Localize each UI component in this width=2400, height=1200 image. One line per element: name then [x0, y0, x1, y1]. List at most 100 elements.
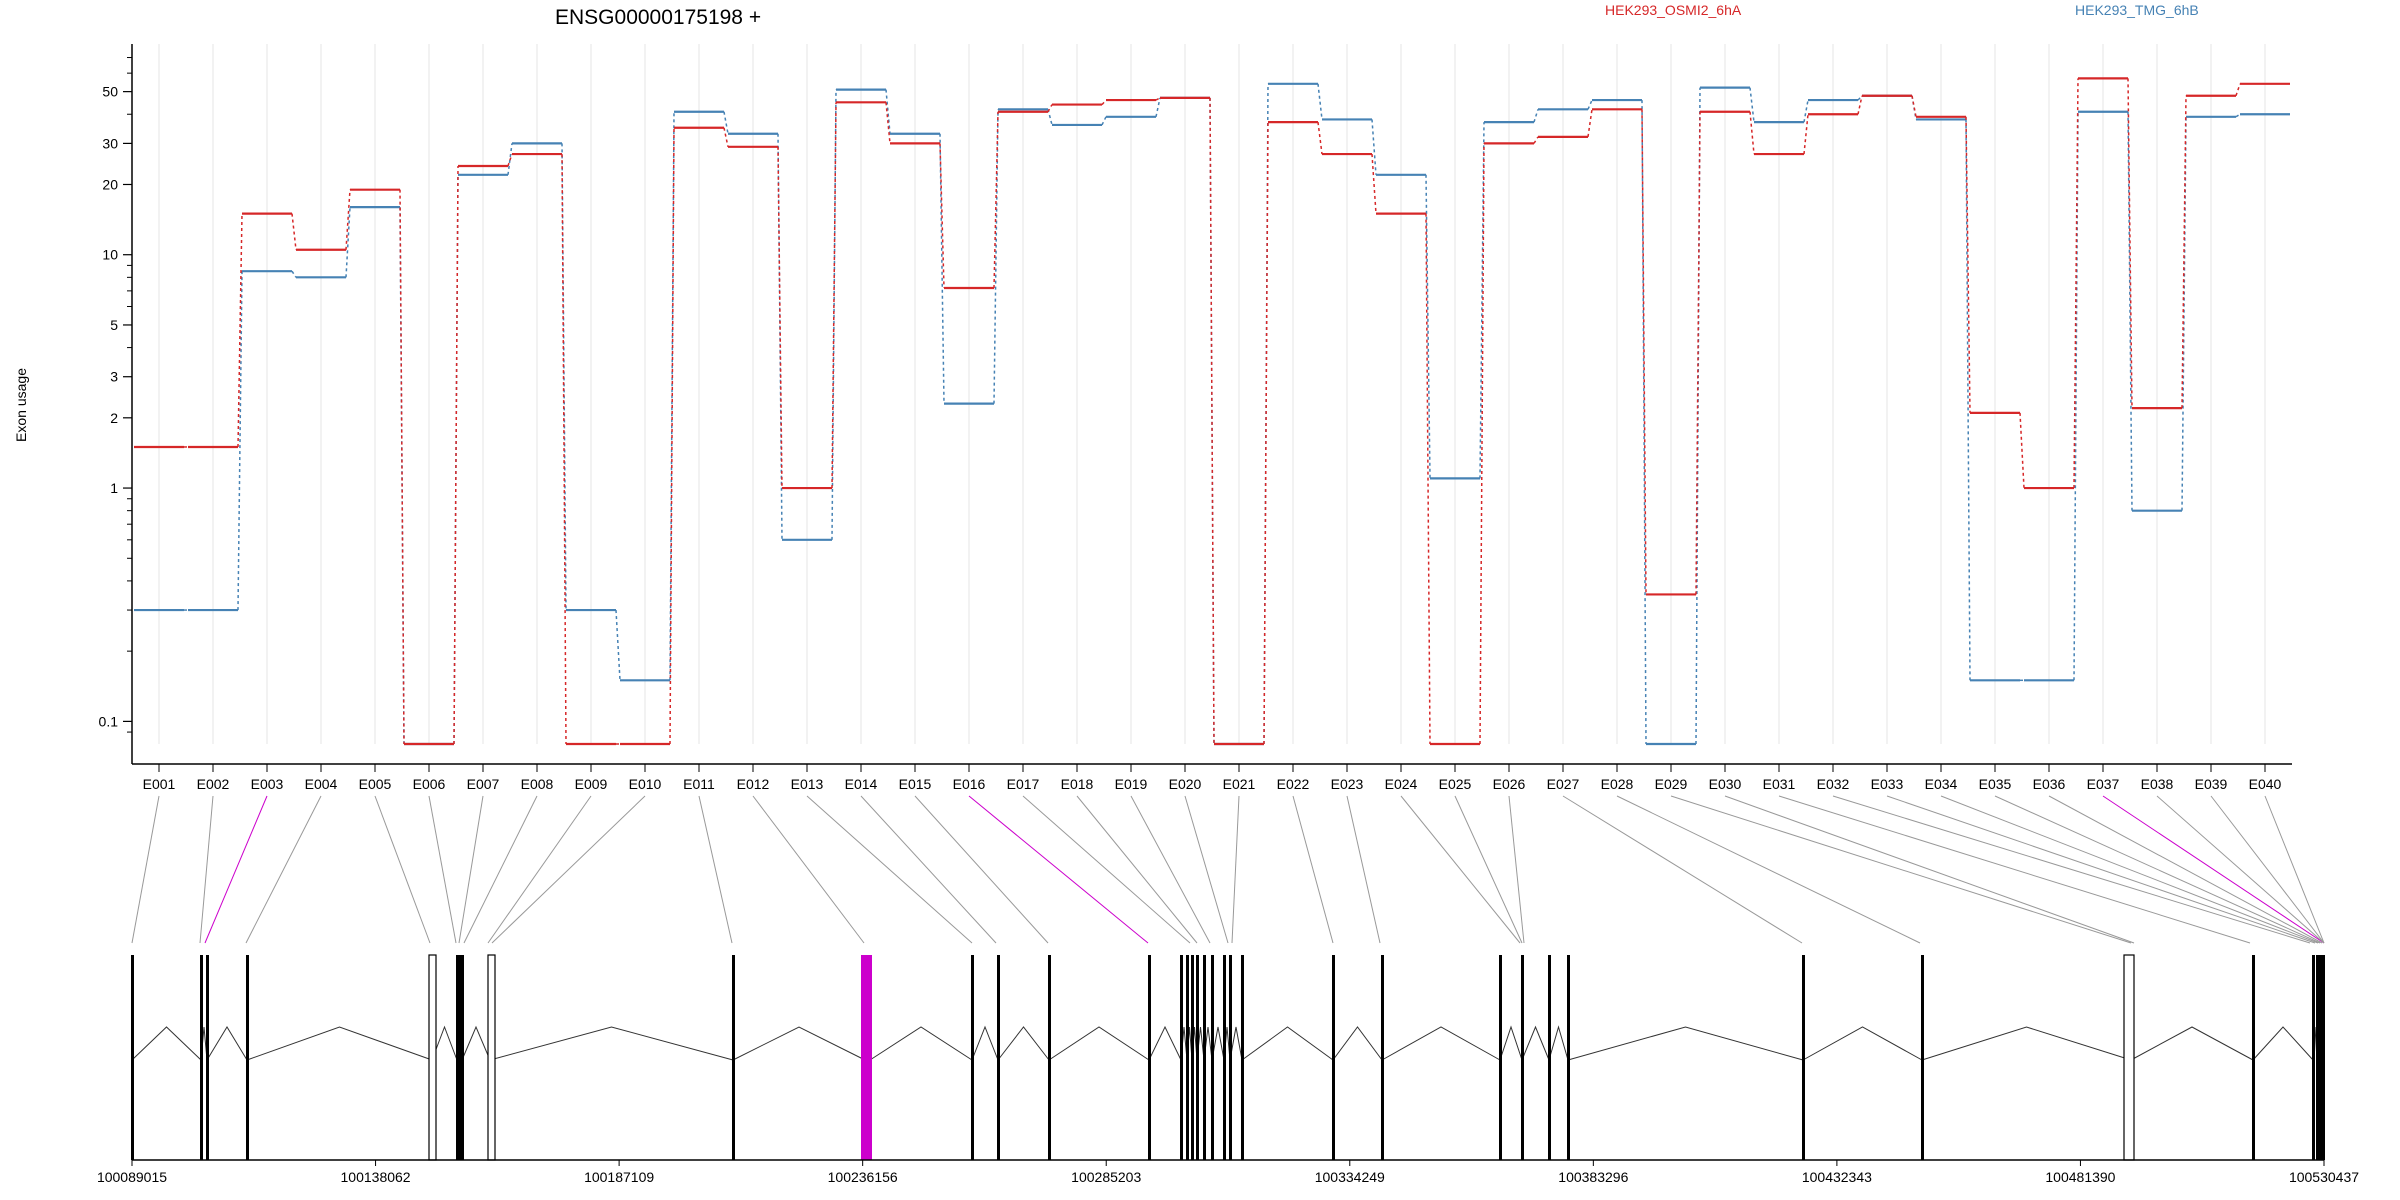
exon-box — [2316, 955, 2319, 1160]
exon-box — [458, 955, 461, 1160]
genome-tick-label: 100187109 — [584, 1169, 654, 1185]
exon-connector — [1778, 795, 2251, 944]
intron — [1381, 1026, 1501, 1061]
series-connector — [1101, 99, 1107, 106]
exon-connector — [1508, 795, 1525, 944]
exon-box — [1381, 955, 1384, 1160]
exon-connector — [463, 795, 538, 944]
series-connector — [885, 102, 891, 144]
x-tick-label: E008 — [521, 776, 554, 792]
exon-box — [2312, 955, 2315, 1160]
exon-connector — [1076, 795, 1198, 944]
genome-tick-label: 100383296 — [1558, 1169, 1628, 1185]
series-connector — [1533, 136, 1539, 144]
x-tick-label: E037 — [2087, 776, 2120, 792]
x-tick-label: E009 — [575, 776, 608, 792]
exon-box — [1229, 955, 1232, 1160]
exon-connector — [806, 795, 973, 944]
x-tick-label: E019 — [1115, 776, 1148, 792]
exon-connector — [1184, 795, 1229, 944]
intron — [2130, 1026, 2254, 1061]
exon-connector — [1454, 795, 1523, 944]
x-tick-label: E018 — [1061, 776, 1094, 792]
series-connector — [2181, 95, 2187, 409]
exon-box-open — [428, 954, 437, 1161]
exon-connector — [1400, 795, 1521, 944]
exon-box — [1548, 955, 1551, 1160]
gene-model — [131, 954, 2325, 1161]
exon-box — [1048, 955, 1051, 1160]
exon-connector — [1670, 795, 2132, 944]
series-connector — [1479, 122, 1485, 479]
series-connector — [1749, 111, 1755, 155]
exon-connector — [1562, 795, 1803, 944]
exon-connector — [860, 795, 997, 944]
series-connector — [2235, 83, 2241, 97]
x-tick-label: E017 — [1007, 776, 1040, 792]
genome-tick-label: 100138062 — [341, 1169, 411, 1185]
exon-connector-lines — [131, 795, 2325, 944]
exon-connector — [131, 795, 160, 944]
exon-box — [1921, 955, 1924, 1160]
exon-box — [1241, 955, 1244, 1160]
exon-connector — [1616, 795, 1921, 944]
exon-connector — [245, 795, 322, 944]
x-tick-label: E002 — [197, 776, 230, 792]
series-connector — [2127, 78, 2133, 409]
intron — [246, 1026, 433, 1061]
exon-connector — [698, 795, 733, 944]
intron — [1241, 1026, 1334, 1061]
exon-box — [456, 955, 459, 1160]
x-tick-label: E015 — [899, 776, 932, 792]
x-tick-label: E031 — [1763, 776, 1796, 792]
exon-connector — [491, 795, 646, 944]
x-tick-label: E040 — [2249, 776, 2282, 792]
x-tick-label: E039 — [2195, 776, 2228, 792]
exon-box — [1567, 955, 1570, 1160]
series-connector — [993, 109, 999, 404]
series-connector — [1587, 109, 1593, 137]
series-connector — [1965, 116, 1971, 413]
series-connector — [1101, 116, 1107, 126]
exon-connector — [752, 795, 865, 944]
series-connector — [237, 213, 243, 447]
exon-connector — [2156, 795, 2325, 944]
exon-box — [1802, 955, 1805, 1160]
x-tick-label: E006 — [413, 776, 446, 792]
series-connector — [777, 146, 783, 489]
legend-label-osmi2: HEK293_OSMI2_6hA — [1605, 2, 1742, 18]
series-connector — [399, 189, 405, 745]
x-tick-label: E013 — [791, 776, 824, 792]
exon-box — [1211, 955, 1214, 1160]
intron — [1567, 1026, 1804, 1061]
series-connector — [291, 213, 297, 250]
exon-box — [461, 955, 464, 1160]
intron — [1148, 1025, 1182, 1061]
exon-connector — [1724, 795, 2135, 944]
exon-box — [1499, 955, 1502, 1160]
intron — [869, 1026, 973, 1061]
genome-tick-label: 100236156 — [828, 1169, 898, 1185]
exon-box-open — [2123, 954, 2135, 1161]
series-connector — [507, 143, 513, 175]
series-connector — [1425, 213, 1431, 745]
series-connector — [723, 111, 729, 134]
intron — [1499, 1025, 1523, 1061]
series-connector — [2019, 412, 2025, 489]
y-tick-label: 10 — [102, 247, 118, 263]
series-connector — [2073, 78, 2079, 489]
exon-box — [1196, 955, 1199, 1160]
x-tick-label: E007 — [467, 776, 500, 792]
exon-box — [1332, 955, 1335, 1160]
x-tick-label: E005 — [359, 776, 392, 792]
exon-box — [2319, 955, 2322, 1160]
series-connector — [669, 111, 675, 681]
genome-tick-label: 100432343 — [1802, 1169, 1872, 1185]
x-tick-label: E036 — [2033, 776, 2066, 792]
intron — [1802, 1026, 1923, 1061]
x-tick-label: E014 — [845, 776, 878, 792]
x-axis-exon-ticks: E001 E002 E003 E004 E005 E006 E007 E008 E009 E010… — [143, 764, 2282, 792]
series-connector — [1263, 122, 1269, 745]
series-connector — [1317, 122, 1323, 155]
y-axis-ticks: 0.1 1 2 3 5 10 20 30 50 — [99, 57, 132, 733]
